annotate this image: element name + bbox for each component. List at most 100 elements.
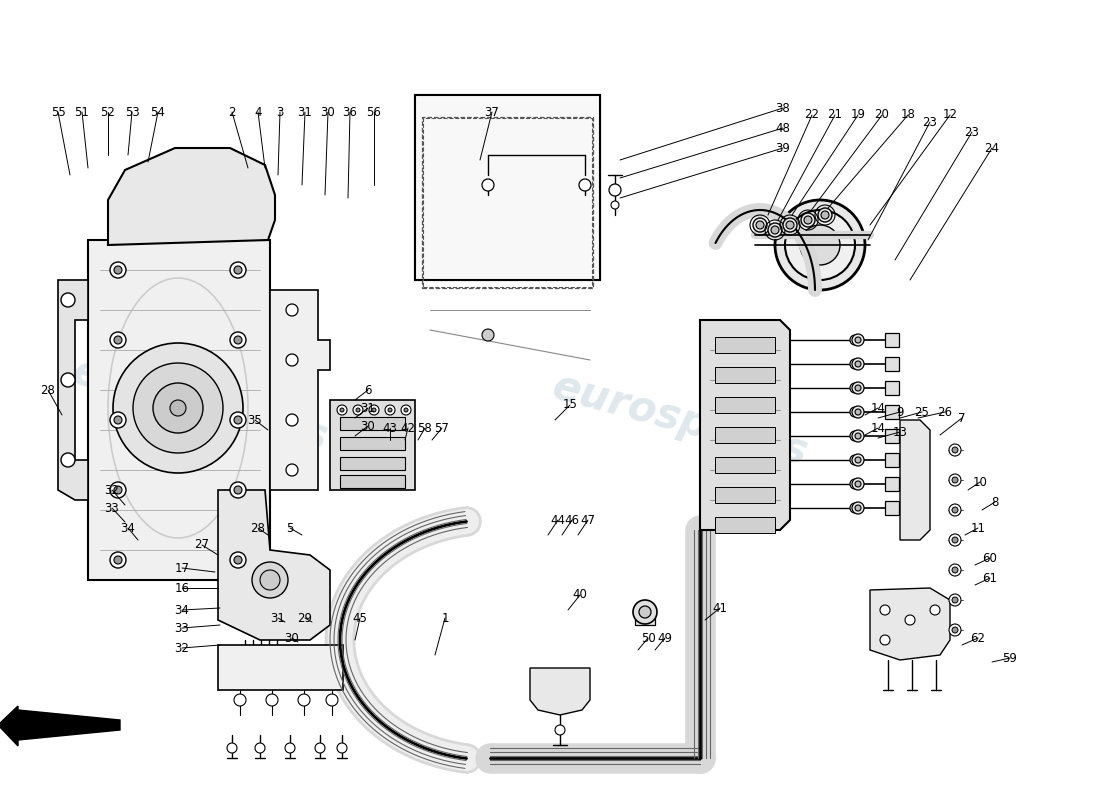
- Text: 10: 10: [972, 475, 988, 489]
- Circle shape: [852, 430, 864, 442]
- Circle shape: [800, 225, 840, 265]
- Circle shape: [783, 218, 798, 232]
- Polygon shape: [218, 490, 330, 640]
- Text: 17: 17: [175, 562, 189, 574]
- Circle shape: [754, 218, 767, 232]
- Text: 4: 4: [254, 106, 262, 118]
- Text: 23: 23: [965, 126, 979, 138]
- Circle shape: [255, 743, 265, 753]
- Circle shape: [286, 354, 298, 366]
- Circle shape: [852, 478, 864, 490]
- Circle shape: [230, 412, 246, 428]
- Circle shape: [850, 383, 860, 393]
- Circle shape: [949, 624, 961, 636]
- Text: 49: 49: [658, 631, 672, 645]
- Bar: [715, 457, 775, 473]
- Bar: [415, 95, 600, 280]
- Circle shape: [786, 221, 794, 229]
- Circle shape: [60, 293, 75, 307]
- Circle shape: [768, 223, 782, 237]
- Circle shape: [385, 405, 395, 415]
- Circle shape: [286, 304, 298, 316]
- Circle shape: [850, 503, 860, 513]
- Circle shape: [632, 600, 657, 624]
- Text: 33: 33: [175, 622, 189, 634]
- Circle shape: [114, 266, 122, 274]
- Circle shape: [260, 570, 280, 590]
- Circle shape: [821, 211, 829, 219]
- Text: 56: 56: [366, 106, 382, 118]
- Circle shape: [556, 725, 565, 735]
- Bar: [715, 367, 775, 383]
- Bar: [340, 417, 405, 430]
- Text: 2: 2: [229, 106, 235, 118]
- Circle shape: [482, 179, 494, 191]
- Text: 34: 34: [175, 603, 189, 617]
- Circle shape: [952, 477, 958, 483]
- Circle shape: [855, 409, 861, 415]
- Circle shape: [286, 414, 298, 426]
- Text: 25: 25: [914, 406, 929, 418]
- Circle shape: [930, 605, 940, 615]
- Circle shape: [114, 556, 122, 564]
- Circle shape: [639, 606, 651, 618]
- Polygon shape: [0, 706, 18, 746]
- Bar: [715, 517, 775, 533]
- Circle shape: [880, 605, 890, 615]
- Circle shape: [286, 464, 298, 476]
- Circle shape: [855, 505, 861, 511]
- Bar: [715, 397, 775, 413]
- Text: 34: 34: [121, 522, 135, 534]
- Circle shape: [850, 431, 860, 441]
- Circle shape: [337, 743, 346, 753]
- Circle shape: [952, 597, 958, 603]
- Circle shape: [852, 382, 864, 394]
- Circle shape: [610, 201, 619, 209]
- Circle shape: [234, 486, 242, 494]
- Text: 46: 46: [564, 514, 580, 526]
- Circle shape: [113, 343, 243, 473]
- Circle shape: [234, 266, 242, 274]
- Text: 31: 31: [271, 611, 285, 625]
- Circle shape: [852, 454, 864, 466]
- Text: 14: 14: [870, 422, 886, 434]
- Circle shape: [110, 412, 126, 428]
- Circle shape: [252, 562, 288, 598]
- Circle shape: [952, 447, 958, 453]
- Text: 31: 31: [298, 106, 312, 118]
- Bar: [422, 117, 593, 288]
- Circle shape: [850, 407, 860, 417]
- Text: 6: 6: [364, 383, 372, 397]
- Circle shape: [905, 615, 915, 625]
- Text: 51: 51: [75, 106, 89, 118]
- Circle shape: [949, 444, 961, 456]
- Text: 1: 1: [441, 611, 449, 625]
- Text: 20: 20: [874, 109, 890, 122]
- Text: 23: 23: [923, 115, 937, 129]
- Bar: [886, 429, 899, 443]
- Bar: [886, 501, 899, 515]
- Text: 8: 8: [991, 495, 999, 509]
- Polygon shape: [700, 320, 790, 530]
- Circle shape: [756, 221, 764, 229]
- Circle shape: [852, 406, 864, 418]
- Text: 32: 32: [175, 642, 189, 654]
- Circle shape: [326, 694, 338, 706]
- Text: 36: 36: [342, 106, 358, 118]
- Circle shape: [60, 453, 75, 467]
- Bar: [218, 645, 343, 690]
- Circle shape: [949, 534, 961, 546]
- Circle shape: [114, 486, 122, 494]
- Text: 35: 35: [248, 414, 263, 426]
- Circle shape: [949, 594, 961, 606]
- Text: 41: 41: [713, 602, 727, 614]
- Bar: [715, 337, 775, 353]
- Text: 47: 47: [581, 514, 595, 526]
- Text: 52: 52: [100, 106, 116, 118]
- Text: 61: 61: [982, 571, 998, 585]
- Circle shape: [804, 216, 812, 224]
- Polygon shape: [530, 668, 590, 715]
- Text: 39: 39: [776, 142, 791, 154]
- Bar: [886, 405, 899, 419]
- Circle shape: [850, 455, 860, 465]
